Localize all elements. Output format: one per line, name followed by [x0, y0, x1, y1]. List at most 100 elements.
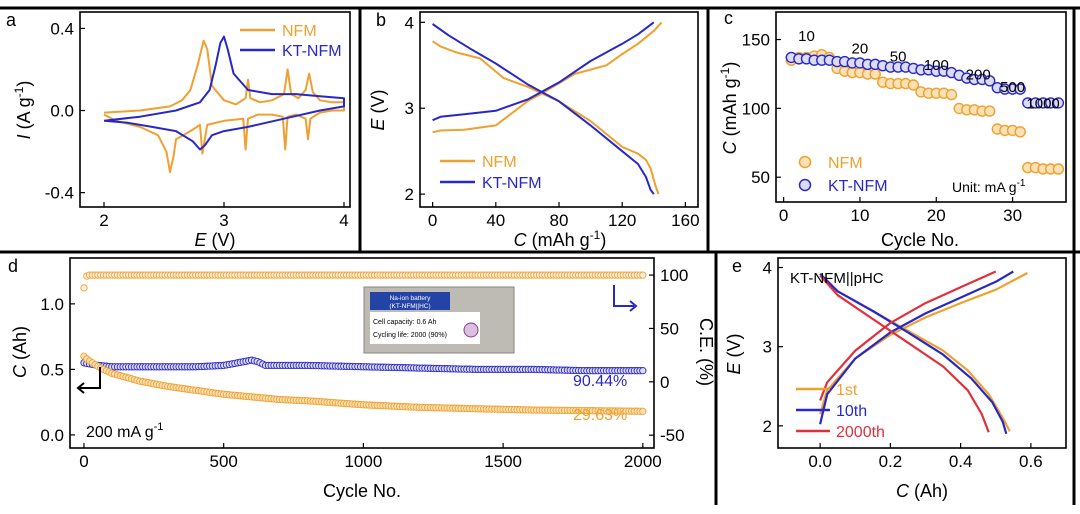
xtick-label-d-3: 1500 — [484, 452, 522, 471]
xtick-label-d-0: 0 — [79, 452, 88, 471]
current-label-d: 200 mA g-1 — [86, 421, 163, 441]
panel-label-c: c — [724, 8, 733, 28]
xtick-label-b-1: 40 — [486, 211, 505, 230]
legend-e-1st: 1st — [836, 382, 858, 399]
axes-box-c — [775, 11, 1067, 203]
rate-label-c-3: 100 — [924, 57, 949, 74]
axes-box-d — [69, 257, 655, 449]
xtick-label-b-2: 80 — [550, 211, 569, 230]
ytick-label-a-1: 0.0 — [50, 102, 74, 121]
xtick-label-a-1: 3 — [219, 211, 228, 230]
series-e-2000th-charge — [819, 270, 997, 401]
ylabel-c: C (mAh g-1) — [718, 62, 740, 155]
series-a-kt-nfm — [103, 35, 345, 151]
rate-label-c-1: 20 — [852, 40, 869, 57]
series-e — [819, 270, 1028, 435]
series-e-10th-discharge — [819, 273, 1008, 435]
series-c — [785, 49, 1065, 175]
legend-b-nfm: NFM — [482, 154, 517, 171]
series-b-kt-nfm-discharge — [432, 23, 655, 195]
y2label-d: C.E. (%) — [696, 318, 716, 386]
rate-label-c-6: 1000 — [1026, 95, 1059, 112]
rate-label-c-4: 200 — [966, 67, 991, 84]
panel-label-d: d — [8, 256, 18, 276]
xlabel-d: Cycle No. — [323, 481, 401, 501]
arrow-left-d — [76, 367, 101, 394]
rate-label-c-0: 10 — [798, 28, 815, 45]
xtick-label-c-0: 0 — [779, 206, 788, 225]
inset-title2: (KT-NFM||HC) — [389, 303, 430, 310]
xtick-label-e-3: 0.6 — [1019, 452, 1043, 471]
y2tick-label-d-3: -50 — [660, 426, 685, 445]
xtick-label-c-2: 20 — [927, 206, 946, 225]
point-d-ce-0 — [80, 284, 88, 292]
panel-e-full-cell: e 0.0 0.2 0.4 0.6 4 3 2 KT-NFM||pHC C (Ah) E (… — [724, 256, 1067, 501]
point-c-kt-35 — [1052, 97, 1065, 109]
ticks-a: 2 3 4 0.4 0.0 -0.4 — [45, 19, 349, 230]
point-d-nfm-2000 — [639, 407, 647, 415]
ytick-label-c-0: 150 — [742, 31, 770, 50]
point-c-kt-30 — [1014, 83, 1026, 95]
xtick-label-a-0: 2 — [99, 211, 108, 230]
axes-box-e — [777, 257, 1067, 449]
title-e: KT-NFM||pHC — [790, 270, 884, 287]
legend-c-kt: KT-NFM — [828, 178, 888, 195]
point-c-nfm-11 — [869, 68, 881, 80]
y2tick-label-d-0: 100 — [660, 266, 688, 285]
point-d-kt-2000 — [639, 367, 647, 375]
xtick-label-b-4: 160 — [671, 211, 699, 230]
point-c-nfm-16 — [907, 79, 920, 91]
ytick-label-b-1: 3 — [405, 99, 414, 118]
series-e-2000th-discharge — [819, 274, 990, 433]
ytick-label-e-0: 4 — [763, 259, 772, 278]
y2tick-label-d-2: 0 — [660, 373, 669, 392]
arrow-right-d — [613, 285, 638, 312]
ytick-label-a-0: 0.4 — [50, 19, 74, 38]
ytick-label-d-0: 1.0 — [40, 295, 64, 314]
inset-battery-photo: Na-ion battery (KT-NFM||HC) Cell capacit… — [363, 286, 515, 354]
rate-label-c-2: 50 — [890, 49, 907, 66]
legend-c: NFM KT-NFM — [798, 155, 888, 195]
point-c-nfm-30 — [1014, 126, 1026, 138]
panel-label-a: a — [6, 10, 17, 30]
xtick-label-e-2: 0.4 — [949, 452, 973, 471]
xtick-label-d-1: 500 — [209, 452, 237, 471]
series-e-10th-charge — [819, 270, 1014, 425]
legend-c-nfm: NFM — [828, 155, 863, 172]
series-b-kt-nfm-charge — [432, 21, 655, 122]
legend-e-2000th: 2000th — [836, 424, 885, 441]
series-a-nfm — [103, 39, 345, 174]
xtick-label-e-1: 0.2 — [879, 452, 903, 471]
y2tick-label-d-1: 50 — [660, 319, 679, 338]
series-a — [103, 35, 345, 174]
legend-b-kt: KT-NFM — [482, 175, 542, 192]
series-b-nfm-discharge — [432, 40, 660, 195]
series-d — [80, 271, 647, 415]
panel-a-cv: a 2 3 4 0.4 0.0 -0.4 E (V) I (A g-1) NFM KT-N… — [6, 10, 351, 250]
xlabel-c: Cycle No. — [881, 230, 959, 250]
point-c-nfm-35 — [1052, 163, 1065, 175]
xlabel-e: C (Ah) — [896, 481, 948, 501]
point-c-nfm-21 — [945, 88, 958, 101]
series-e-1st-charge — [819, 272, 1028, 415]
ylabel-e: E (V) — [724, 333, 744, 374]
legend-a: NFM KT-NFM — [240, 23, 342, 60]
legend-b: NFM KT-NFM — [440, 154, 542, 192]
inset-line1: Cell capacity: 0.6 Ah — [373, 319, 437, 326]
ytick-label-d-1: 0.5 — [40, 360, 64, 379]
ylabel-b: E (V) — [368, 89, 388, 130]
xtick-label-e-0: 0.0 — [808, 452, 832, 471]
ticks-c: 0 10 20 30 150 100 50 — [742, 31, 1022, 225]
ytick-label-b-0: 4 — [405, 13, 414, 32]
xtick-label-c-3: 30 — [1003, 206, 1022, 225]
point-c-nfm-26 — [984, 105, 996, 117]
ytick-label-b-2: 2 — [405, 185, 414, 204]
inset-line2: Cycling life: 2000 (90%) — [373, 332, 447, 339]
inset-title1: Na-ion battery — [390, 295, 432, 302]
xlabel-a: E (V) — [194, 230, 235, 250]
point-c-kt-26 — [984, 75, 996, 87]
